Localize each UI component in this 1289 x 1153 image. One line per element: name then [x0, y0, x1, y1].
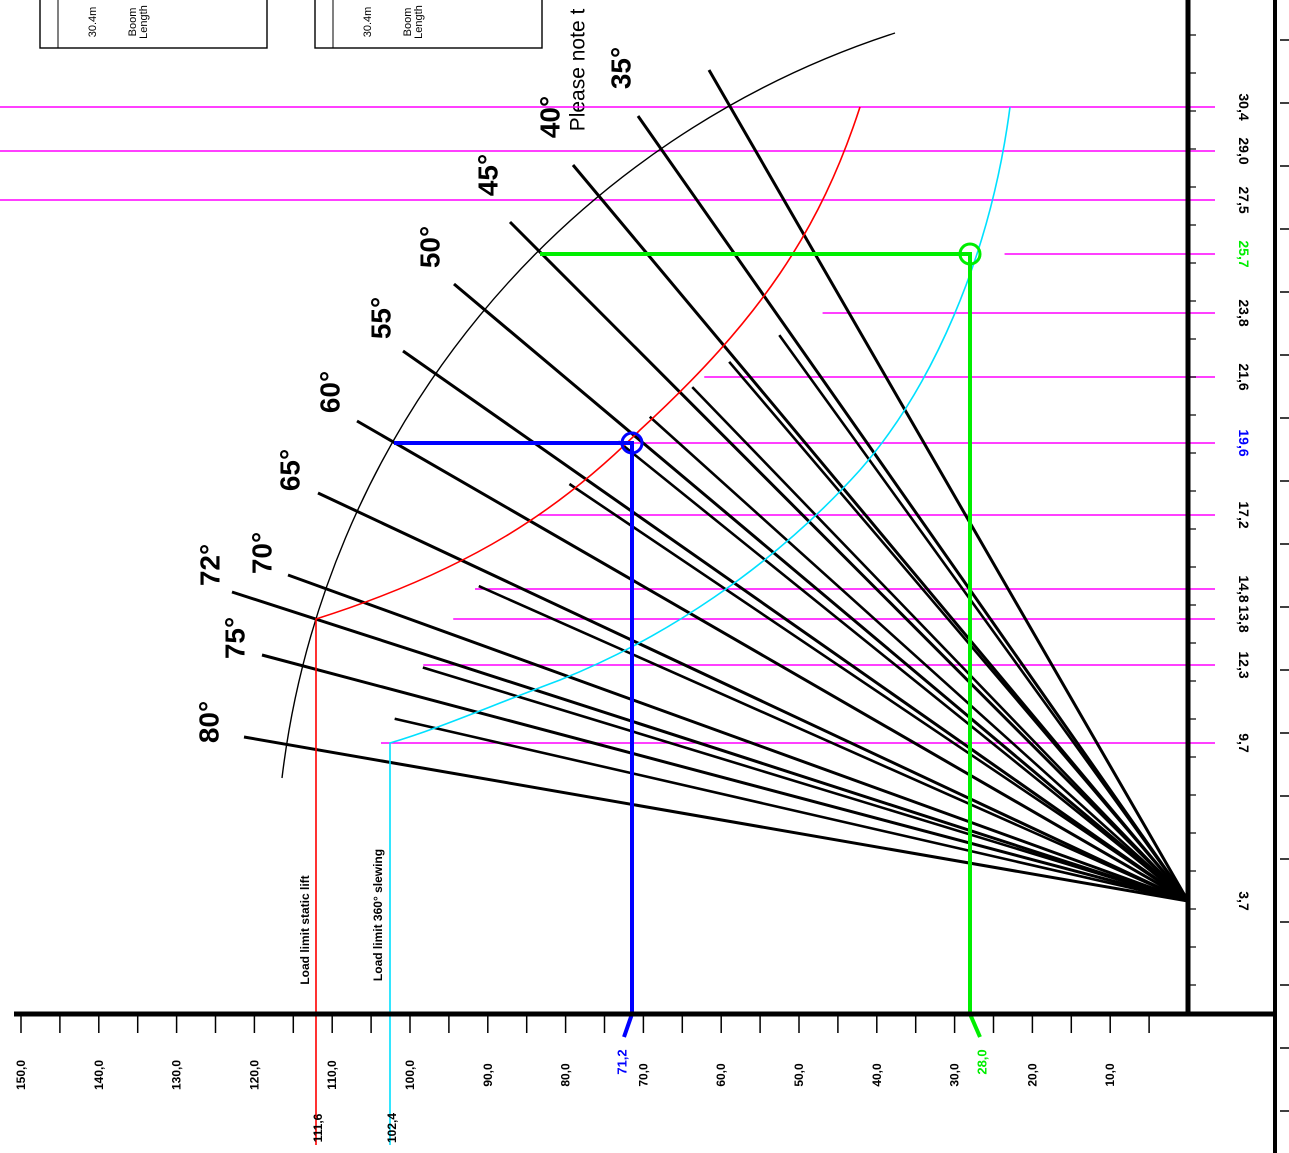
vertical-tick-label: 19,6 — [1236, 429, 1252, 456]
horizontal-tick-label: 40,0 — [870, 1063, 884, 1087]
boom-angle-ray — [617, 440, 1189, 903]
example-green-leader — [968, 1013, 982, 1038]
example-blue-marker — [620, 431, 644, 455]
boom-angle-ray — [568, 482, 1189, 903]
boom-angle-ray — [478, 584, 1189, 903]
load-limit-curves: Load limit static lift Load limit 360° sl… — [298, 106, 1011, 1145]
example-blue-value: 71,2 — [615, 1049, 630, 1074]
example-blue-leader — [622, 1013, 634, 1038]
horizontal-tick-label: 30,0 — [948, 1063, 962, 1087]
boom-angle-ray — [691, 386, 1189, 902]
vertical-tick-label: 13,8 — [1236, 605, 1252, 632]
boom-angle-label: 50° — [415, 226, 446, 268]
boom-angle-label: 45° — [473, 154, 504, 196]
header-box — [314, 0, 543, 49]
axes — [14, 0, 1275, 1033]
boom-angle-ray — [394, 717, 1189, 903]
horizontal-tick-label: 10,0 — [1103, 1063, 1117, 1087]
vertical-tick-label: 21,6 — [1236, 363, 1252, 390]
boom-angle-label: 60° — [315, 371, 346, 413]
boom-angle-label: 65° — [275, 449, 306, 491]
horizontal-tick-label: 140,0 — [92, 1060, 106, 1090]
horizontal-tick-label: 60,0 — [714, 1063, 728, 1087]
boom-angle-ray — [707, 69, 1190, 902]
horizontal-tick-label: 150,0 — [14, 1060, 28, 1090]
boom-angle-ray — [231, 590, 1189, 903]
boom-angle-ray — [508, 220, 1190, 903]
boom-angle-ray — [422, 666, 1189, 903]
boom-angle-ray — [636, 115, 1190, 902]
vertical-tick-label: 12,3 — [1236, 651, 1252, 678]
example-green-marker — [958, 242, 982, 266]
vertical-tick-label: 23,8 — [1236, 299, 1252, 326]
horizontal-tick-label: 130,0 — [170, 1060, 184, 1090]
header-box — [39, 0, 268, 49]
boom-length-value: 30.4m — [362, 7, 374, 38]
vertical-tick-label: 30,4 — [1236, 93, 1252, 120]
boom-angle-ray — [778, 334, 1190, 902]
vertical-tick-label: 27,5 — [1236, 186, 1252, 213]
boom-length-arc-line — [281, 32, 896, 779]
horizontal-tick-label: 50,0 — [792, 1063, 806, 1087]
load-limit-slewing-value: 102,4 — [385, 1113, 399, 1143]
load-limit-static-value: 111,6 — [311, 1113, 325, 1142]
vertical-tick-label: 14,8 — [1236, 575, 1252, 602]
boom-angle-label: 55° — [366, 297, 397, 339]
boom-angle-rays — [231, 69, 1190, 903]
boom-length-label: Length — [138, 5, 150, 39]
boom-angle-ray — [261, 653, 1189, 903]
boom-angle-label: 40° — [535, 96, 566, 138]
boom-length-label: Boom — [127, 8, 139, 37]
horizontal-tick-label: 90,0 — [481, 1063, 495, 1087]
vertical-tick-label: 9,7 — [1236, 733, 1252, 753]
boom-length-value: 30.4m — [87, 7, 99, 38]
vertical-tick-label: 17,2 — [1236, 501, 1252, 528]
boom-angle-ray — [356, 419, 1189, 903]
boom-angle-ray — [648, 415, 1189, 902]
example-green-value: 28,0 — [975, 1049, 990, 1074]
right-ruler — [1273, 0, 1289, 1153]
horizontal-tick-label: 20,0 — [1025, 1063, 1039, 1087]
load-limit-static-curve — [315, 106, 861, 1145]
header-boxes: 30.4m Boom Length 30.4m Boom Length Please not… — [39, 0, 590, 132]
labels: 10,0 20,0 30,0 40,0 50,0 60,0 70,0 80,0 90,0 100,… — [14, 47, 1252, 1090]
boom-angle-label: 80° — [194, 701, 225, 743]
boom-angle-ray — [453, 282, 1189, 903]
boom-angle-label: 72° — [195, 544, 226, 586]
horizontal-tick-label: 80,0 — [559, 1063, 573, 1087]
horizontal-tick-label: 100,0 — [403, 1060, 417, 1090]
boom-length-label: Length — [413, 5, 425, 39]
boom-angle-ray — [571, 164, 1190, 902]
vertical-tick-label: 3,7 — [1236, 891, 1252, 911]
horizontal-tick-label: 110,0 — [325, 1060, 339, 1090]
boom-angle-ray — [243, 735, 1189, 903]
vertical-tick-label: 29,0 — [1236, 137, 1252, 164]
load-limit-slewing-curve — [389, 106, 1011, 1145]
example-blue-line — [394, 441, 634, 1014]
example-green-line — [540, 252, 972, 1014]
boom-angle-ray — [728, 360, 1189, 902]
note-text: Please note t — [567, 9, 590, 132]
radius-guide-lines — [0, 106, 1215, 744]
vertical-tick-label: 25,7 — [1236, 240, 1252, 267]
boom-angle-label: 70° — [247, 532, 278, 574]
boom-angle-ray — [287, 573, 1189, 903]
example-lines — [394, 242, 982, 1038]
boom-angle-label: 75° — [220, 617, 251, 659]
load-limit-static-label: Load limit static lift — [298, 875, 312, 984]
boom-angle-label: 35° — [606, 47, 637, 89]
boom-angle-ray — [317, 491, 1189, 903]
boom-length-label: Boom — [402, 8, 414, 37]
horizontal-tick-label: 120,0 — [247, 1060, 261, 1090]
load-limit-slewing-label: Load limit 360° slewing — [371, 849, 385, 981]
boom-length-arc — [281, 32, 896, 779]
horizontal-tick-label: 70,0 — [636, 1063, 650, 1087]
